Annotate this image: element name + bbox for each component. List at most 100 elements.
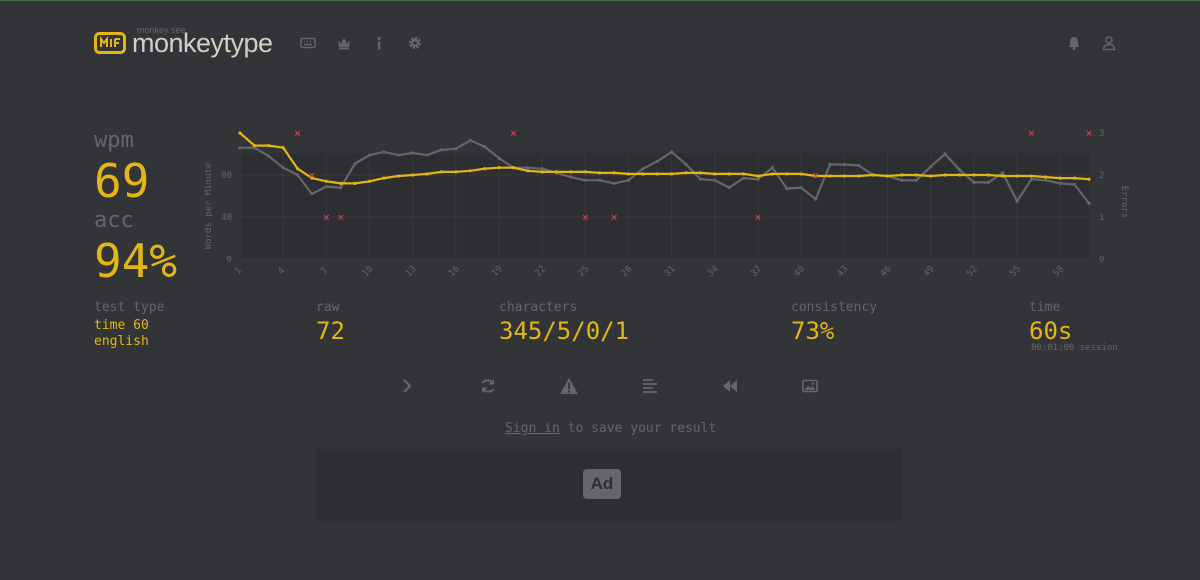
chart-wpm-point [986, 173, 990, 177]
chart-raw-point [238, 146, 242, 150]
chart-wpm-point [353, 181, 357, 185]
chart-raw-point [267, 154, 271, 158]
wpm-label: wpm [94, 128, 134, 153]
gear-icon[interactable] [407, 35, 423, 51]
chart-raw-point [324, 184, 328, 189]
chart-raw-point [382, 150, 386, 154]
chart-wpm-point [554, 170, 559, 174]
chart-x-tick-label: 52 [965, 264, 980, 279]
chart-wpm-point [756, 174, 760, 178]
chart-raw-point [929, 165, 933, 169]
raw-value: 72 [316, 317, 345, 345]
chart-y-tick-label: 40 [221, 213, 232, 223]
word-history-button[interactable] [640, 376, 660, 396]
chart-y-axis-label: Words per Minute [204, 163, 214, 250]
session-time: 00:01:00 session [1031, 343, 1118, 353]
chart-wpm-point [396, 174, 400, 178]
chart-x-tick-label: 25 [577, 264, 592, 279]
chart-wpm-point [1087, 177, 1091, 181]
chart-wpm-point [468, 169, 472, 173]
chart-wpm-point [612, 171, 616, 175]
chart-wpm-point [295, 167, 300, 171]
chart-raw-point [497, 156, 501, 160]
acc-label: acc [94, 208, 134, 233]
replay-button[interactable] [720, 376, 740, 396]
signin-link[interactable]: Sign in [505, 421, 560, 436]
characters-label: characters [499, 300, 578, 315]
test-type-language: english [94, 334, 149, 349]
chart-error-marker: × [1028, 129, 1036, 139]
chart-wpm-point [943, 173, 947, 177]
chart-wpm-point [382, 176, 386, 180]
warning-icon[interactable] [559, 376, 579, 396]
chart-raw-point [828, 162, 832, 167]
chart-error-marker: × [582, 213, 590, 223]
header: monkey see monkeytype [94, 24, 1124, 60]
chart-raw-point [598, 178, 602, 182]
chart-wpm-point [1015, 174, 1019, 178]
crown-icon[interactable] [336, 35, 352, 51]
chart-y-tick-label: 80 [221, 171, 232, 181]
chart-raw-point [396, 153, 400, 157]
chart-raw-point [684, 162, 688, 167]
logo-text[interactable]: monkeytype [132, 28, 273, 58]
chart-x-tick-label: 34 [706, 264, 721, 279]
chart-raw-point [353, 161, 357, 166]
chart-wpm-point [929, 174, 933, 178]
chart-error-marker: × [1085, 129, 1093, 139]
chart-wpm-point [900, 173, 904, 177]
chart-raw-point [569, 175, 573, 179]
chart-raw-point [281, 166, 285, 170]
chart-raw-point [1044, 178, 1048, 182]
chart-error-marker: × [610, 213, 618, 223]
chart-wpm-point [238, 131, 242, 135]
chart-wpm-point [828, 174, 832, 178]
chart-raw-point [468, 138, 472, 142]
next-test-button[interactable] [397, 376, 417, 396]
chart-raw-point [540, 167, 544, 171]
restart-button[interactable] [478, 376, 498, 396]
chart-error-marker: × [308, 171, 316, 181]
chart-wpm-point [281, 146, 285, 150]
chart-wpm-point [871, 173, 875, 177]
chart-raw-point [1073, 182, 1077, 187]
monkeytype-logo-icon[interactable] [94, 32, 126, 54]
chart-raw-point [310, 192, 314, 196]
ad-badge: Ad [583, 469, 621, 499]
chart-wpm-point [727, 172, 731, 176]
user-icon[interactable] [1101, 35, 1117, 51]
time-label: time [1029, 300, 1061, 315]
chart-y-tick-label: 0 [227, 255, 232, 265]
chart-raw-point [295, 173, 300, 177]
chart-wpm-point [641, 172, 645, 176]
chart-wpm-point [1044, 175, 1048, 179]
keyboard-icon[interactable] [300, 35, 316, 51]
chart-raw-point [483, 145, 487, 149]
chart-raw-point [670, 150, 674, 154]
chart-raw-point [526, 166, 530, 170]
signin-prompt: Sign in to save your result [505, 421, 716, 436]
time-value: 60s [1029, 317, 1073, 345]
chart-raw-point [454, 147, 458, 151]
chart-wpm-point [483, 167, 487, 171]
chart-x-tick-label: 31 [663, 264, 678, 279]
info-icon[interactable] [371, 35, 387, 51]
chart-raw-point [612, 181, 616, 185]
chart-error-marker: × [337, 213, 345, 223]
screenshot-button[interactable] [800, 376, 820, 396]
chart-x-tick-label: 10 [361, 264, 376, 279]
logo-subtitle: monkey see [137, 25, 186, 35]
chart-wpm-point [310, 176, 314, 180]
ad-container: Ad [316, 449, 902, 521]
chart-raw-point [1015, 199, 1019, 203]
chart-raw-point [655, 159, 659, 163]
chart-wpm-point [454, 170, 458, 174]
chart-raw-point [583, 178, 587, 182]
chart-error-marker: × [754, 213, 762, 223]
top-border [0, 0, 1200, 1]
chart-series-wpm-line [239, 132, 1090, 185]
bell-icon[interactable] [1066, 35, 1082, 51]
chart-error-marker: × [812, 171, 820, 181]
chart-wpm-point [1029, 174, 1034, 178]
chart-raw-point [799, 186, 803, 190]
